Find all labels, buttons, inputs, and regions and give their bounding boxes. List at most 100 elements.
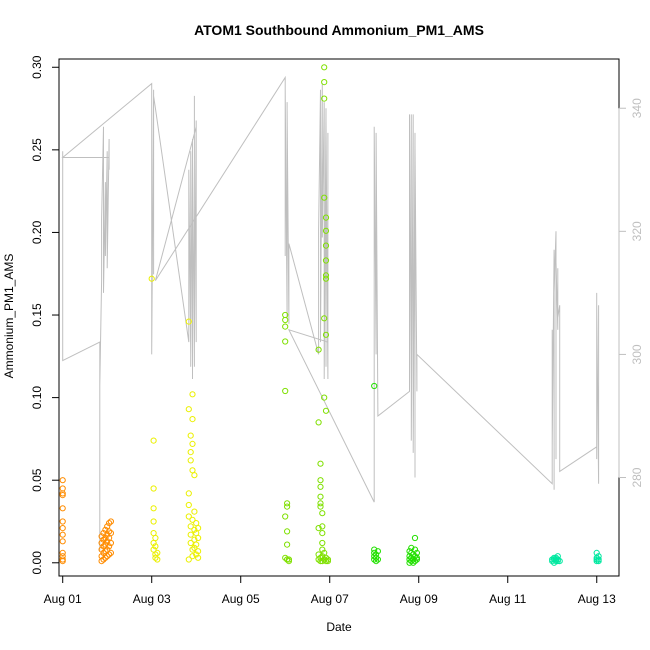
x-tick-label: Aug 11 [489,592,526,606]
y-tick-label: 0.10 [30,386,44,410]
data-point-series-3 [315,551,322,558]
data-point-series-3 [319,546,326,553]
data-point-series-2 [195,554,202,561]
data-point-series-1 [59,518,66,525]
data-point-series-4 [411,558,419,565]
data-point-series-4 [413,556,420,563]
data-point-series-4 [374,556,381,563]
y-axis-label: Ammonium_PM1_AMS [2,254,16,379]
data-point-series-3 [317,483,324,490]
data-point-series-2 [189,416,196,423]
data-point-series-3 [324,558,331,565]
y-tick-label: 0.00 [30,551,44,575]
data-point-series-2 [187,432,194,439]
data-point-series-4 [374,548,381,555]
data-point-series-2 [189,440,196,447]
data-point-series-3 [321,394,328,401]
data-point-series-2 [154,549,161,557]
data-point-series-2 [189,553,196,560]
data-point-series-1 [102,534,109,542]
data-point-series-3 [284,500,291,507]
data-point-series-2 [195,525,202,532]
data-point-series-3 [282,554,289,561]
data-point-series-1 [102,554,109,561]
data-point-series-2 [150,437,157,444]
data-point-series-1 [100,556,107,563]
data-point-series-5 [593,556,600,563]
data-point-series-3 [282,338,289,345]
data-point-series-3 [282,316,289,324]
y-tick-label: 0.20 [30,220,44,244]
data-point-series-5 [552,556,560,563]
x-tick-label: Aug 05 [222,592,260,606]
data-point-series-3 [315,419,322,426]
data-point-series-1 [59,549,66,557]
data-point-series-1 [104,553,111,560]
data-point-series-3 [321,315,328,322]
data-point-series-2 [191,544,198,552]
data-point-series-1 [59,505,66,512]
data-point-series-3 [317,460,324,467]
data-point-series-3 [322,275,330,282]
data-point-series-3 [322,214,330,221]
data-point-series-3 [282,323,289,330]
plot-frame [58,58,620,577]
data-point-series-4 [371,382,378,390]
data-point-series-2 [148,275,155,282]
data-point-series-2 [187,539,194,547]
data-point-series-4 [413,549,420,557]
data-point-series-3 [319,530,326,537]
y-tick-label: 0.05 [30,468,44,492]
data-point-series-1 [106,543,113,550]
y-tick-label: 0.30 [30,55,44,79]
data-point-series-1 [59,525,66,532]
data-point-series-3 [319,539,326,547]
data-point-series-3 [321,79,328,86]
data-point-series-3 [322,331,330,338]
x-tick-label: Aug 09 [400,592,438,606]
data-point-series-1 [106,528,113,535]
data-point-series-3 [322,242,330,249]
data-point-series-3 [322,272,330,279]
data-point-series-1 [98,533,105,540]
data-point-series-2 [185,513,192,520]
data-point-series-2 [185,490,192,497]
y2-tick-label: 280 [630,467,644,487]
data-point-series-3 [321,194,328,201]
y2-tick-label: 300 [630,344,644,364]
data-point-series-4 [410,559,417,566]
data-point-series-3 [322,227,330,234]
data-point-series-5 [556,558,563,565]
data-point-series-4 [411,534,419,542]
data-point-series-5 [595,558,602,565]
data-point-series-5 [552,554,560,561]
data-point-series-5 [554,556,561,563]
data-point-series-1 [107,539,115,547]
data-point-series-2 [189,516,196,523]
data-point-series-2 [185,501,192,509]
data-point-series-3 [321,64,328,71]
data-point-series-1 [59,538,66,545]
data-point-series-1 [59,531,66,538]
data-point-series-4 [410,556,417,563]
data-point-series-3 [317,558,324,565]
data-point-series-1 [106,551,113,558]
data-point-series-3 [319,523,326,530]
y-tick-label: 0.25 [30,138,44,162]
data-point-series-1 [59,558,66,565]
data-point-series-3 [285,556,292,563]
data-point-series-3 [284,541,291,548]
y-tick-label: 0.15 [30,303,44,327]
data-point-series-2 [189,391,196,398]
data-point-series-2 [185,406,192,413]
data-point-series-3 [284,503,291,510]
data-point-series-3 [282,513,289,520]
data-point-series-1 [98,539,105,547]
data-point-series-2 [195,534,202,542]
data-point-series-1 [107,549,115,557]
data-point-series-3 [322,407,330,414]
data-point-series-2 [185,318,192,325]
data-point-series-1 [107,530,115,537]
data-point-series-3 [321,95,328,102]
